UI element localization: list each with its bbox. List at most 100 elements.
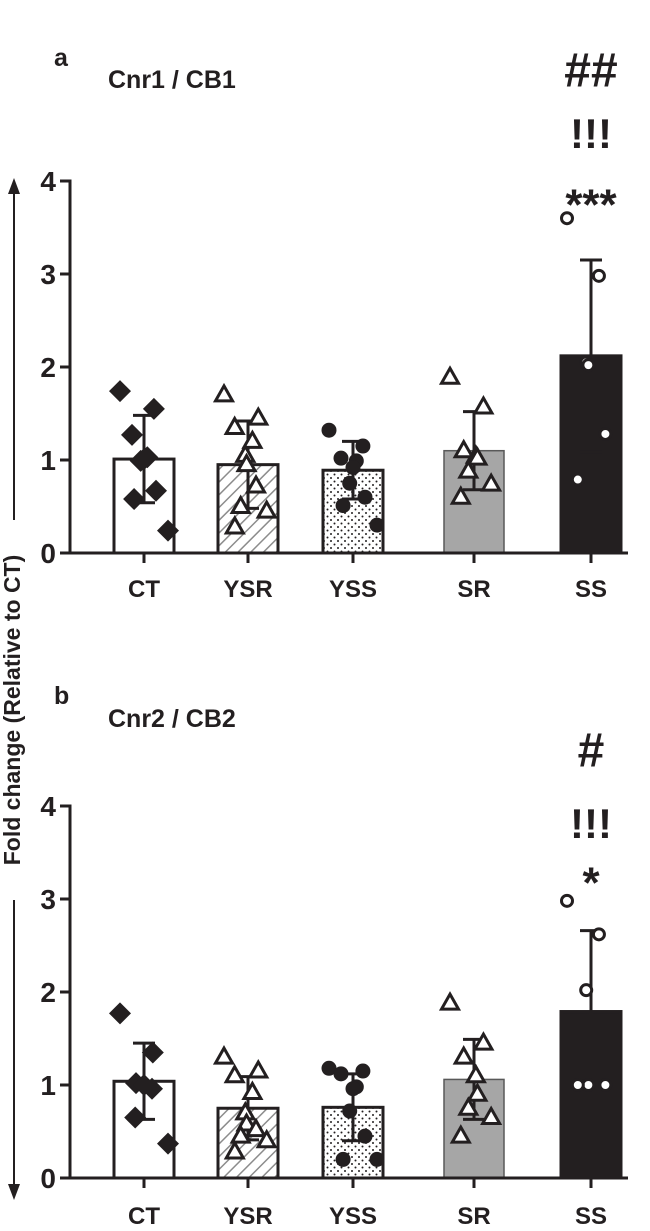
data-point (212, 1045, 236, 1065)
y-tick-label: 3 (40, 259, 56, 290)
y-tick-label: 2 (40, 352, 56, 383)
data-point (560, 893, 574, 908)
group-sr (438, 991, 505, 1179)
data-point (598, 1078, 613, 1092)
data-point (560, 211, 574, 226)
data-point (244, 473, 268, 494)
significance-mark: *** (565, 181, 617, 230)
data-point (457, 459, 480, 479)
data-point (255, 499, 278, 519)
data-point (581, 358, 596, 373)
x-tick-label: SR (457, 1203, 490, 1230)
x-tick-label: YSR (223, 1203, 272, 1230)
data-point (466, 1082, 489, 1102)
group-sr (438, 365, 505, 554)
ylabel-arrowhead-up (8, 178, 20, 194)
shared-ylabel: Fold change (Relative to CT) (0, 555, 25, 866)
data-point (466, 446, 489, 466)
data-point (109, 1002, 131, 1025)
panel-letter: a (54, 44, 69, 72)
data-point (570, 472, 585, 487)
x-tick-label: YSS (329, 1203, 377, 1230)
data-point (223, 514, 246, 535)
data-point (591, 268, 606, 283)
data-point (333, 450, 349, 466)
data-point (335, 498, 351, 514)
data-point (109, 380, 131, 403)
data-point (141, 1041, 164, 1064)
y-tick-label: 0 (40, 538, 56, 569)
data-point (570, 1078, 585, 1092)
group-ct (109, 380, 179, 555)
y-tick-label: 2 (40, 977, 56, 1008)
data-point (321, 1060, 337, 1076)
ylabel-arrowhead-down (8, 1184, 20, 1200)
data-point (145, 479, 167, 502)
data-point (357, 1128, 373, 1144)
data-point (157, 1132, 179, 1155)
x-tick-label: SS (575, 1203, 607, 1230)
data-point (472, 394, 495, 415)
group-yss (321, 422, 385, 555)
y-tick-label: 4 (40, 791, 56, 822)
x-tick-label: CT (128, 576, 160, 603)
data-point (335, 1151, 351, 1167)
data-point (141, 1077, 163, 1100)
data-point (342, 1103, 358, 1119)
data-point (438, 365, 462, 385)
data-point (223, 1063, 246, 1084)
data-point (452, 1045, 475, 1065)
data-point (235, 1112, 258, 1132)
group-ysr (212, 382, 280, 555)
data-point (452, 438, 475, 459)
panel-b: b Cnr2 / CB2 0 1 2 3 4 CT YSR YSS SR SS #!!! * (40, 682, 628, 1230)
chart-title: Cnr2 / CB2 (108, 705, 236, 733)
data-point (235, 452, 258, 473)
data-point (464, 1063, 487, 1084)
y-tick-label: 1 (40, 1070, 56, 1101)
x-tick-label: YSS (329, 576, 377, 603)
data-point (247, 406, 270, 426)
data-point (369, 1151, 385, 1167)
significance-mark: ## (564, 45, 617, 98)
group-ysr (212, 1045, 280, 1180)
data-point (142, 397, 165, 420)
y-tick-label: 4 (40, 166, 56, 197)
data-point (241, 429, 264, 449)
data-point (241, 1080, 264, 1100)
x-tick-label: SS (575, 576, 607, 603)
significance-mark: !!! (570, 110, 612, 157)
data-point (345, 459, 361, 475)
y-tick-label: 0 (40, 1163, 56, 1194)
group-ss (559, 893, 623, 1180)
data-point (129, 449, 152, 472)
data-point (333, 1066, 349, 1082)
data-point (212, 382, 236, 403)
shared-ylabel-group: Fold change (Relative to CT) (0, 178, 25, 1200)
data-point (123, 488, 146, 511)
data-point (121, 423, 143, 446)
data-point (229, 494, 252, 514)
significance-mark: # (578, 725, 605, 778)
chart-title: Cnr1 / CB1 (108, 66, 236, 94)
data-point (229, 1124, 252, 1144)
data-point (124, 1106, 147, 1129)
y-tick-label: 3 (40, 884, 56, 915)
data-point (480, 472, 503, 492)
data-point (321, 422, 337, 438)
data-point (579, 983, 594, 998)
data-point (472, 1031, 495, 1051)
data-point (223, 1139, 246, 1160)
data-point (345, 1081, 361, 1097)
significance-mark: !!! (570, 800, 612, 847)
data-point (244, 1117, 268, 1138)
data-point (223, 415, 246, 435)
data-point (369, 517, 385, 533)
panel-letter: b (54, 682, 69, 710)
data-point (355, 1063, 371, 1079)
group-ct (109, 1002, 179, 1180)
x-tick-label: YSR (223, 576, 272, 603)
data-point (342, 475, 358, 491)
data-point (591, 927, 606, 942)
